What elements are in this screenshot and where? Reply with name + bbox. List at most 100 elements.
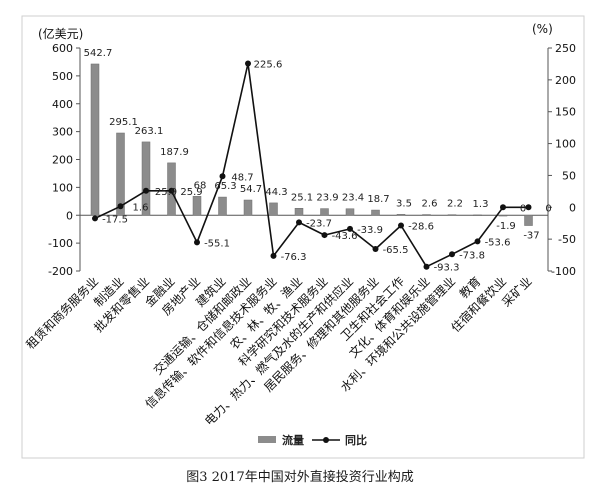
line-value-label: 25.9 — [180, 187, 202, 198]
bar-value-label: 3.5 — [396, 198, 412, 209]
bar — [218, 196, 227, 216]
line-point — [296, 219, 302, 226]
figure-caption: 图3 2017年中国对外直接投资行业构成 — [186, 469, 414, 485]
y-tick-label-left: -200 — [48, 265, 73, 278]
bar — [473, 214, 482, 216]
line-path — [94, 62, 529, 268]
bar — [345, 208, 355, 216]
line-series — [92, 60, 532, 270]
bar-value-label: 68 — [194, 180, 207, 191]
y-tick-label-left: 200 — [52, 154, 73, 167]
chart-frame — [21, 15, 585, 459]
legend-marker — [323, 437, 329, 443]
line-point — [194, 239, 200, 246]
bar-value-label: 542.7 — [84, 48, 113, 59]
line-value-label: 25.9 — [155, 187, 177, 198]
line-value-label: -33.9 — [357, 225, 383, 236]
line-point — [92, 215, 98, 222]
y-tick-label-right: 150 — [555, 106, 576, 119]
bar — [524, 215, 533, 226]
y-tick-label-right: -50 — [558, 233, 576, 246]
line-value-label: 225.6 — [254, 60, 283, 71]
line-value-label: -76.3 — [281, 252, 307, 263]
bar-value-label: 187.9 — [160, 147, 189, 158]
y-tick-label-right: 100 — [555, 138, 576, 151]
line-point — [143, 187, 149, 194]
line-value-label: 48.7 — [231, 172, 253, 183]
bar-value-label: 25.1 — [291, 192, 313, 203]
y-tick-label-left: 0 — [66, 209, 73, 222]
bar-value-label: 18.7 — [367, 194, 389, 205]
axes: 6005004003002001000-100-2002502001501005… — [48, 42, 576, 278]
bar — [192, 196, 202, 216]
bar-value-label: -37 — [523, 231, 539, 242]
y-tick-label-left: 600 — [52, 42, 73, 55]
y-tick-label-right: 50 — [562, 169, 576, 182]
line-value-label: -28.6 — [408, 222, 434, 233]
y-tick-label-left: 500 — [52, 70, 73, 83]
line-point — [474, 238, 481, 245]
line-value-label: -23.7 — [306, 218, 332, 229]
line-point — [398, 222, 404, 229]
y-tick-label-right: 0 — [569, 201, 576, 214]
line-value-label: -65.5 — [383, 245, 409, 256]
y-axis-right-unit: (%) — [532, 22, 553, 36]
y-axis-left-unit: (亿美元) — [38, 26, 83, 41]
bar — [90, 63, 100, 216]
line-value-label: -73.8 — [459, 250, 485, 261]
bar — [269, 202, 278, 216]
y-tick-label-left: -100 — [48, 237, 73, 250]
line-value-label: -93.3 — [434, 263, 460, 274]
bar-value-label: 54.7 — [240, 184, 262, 195]
bar — [371, 209, 380, 216]
legend-label-bar: 流量 — [282, 433, 304, 447]
line-value-label: 1.6 — [133, 202, 149, 213]
line-value-label: -55.1 — [204, 238, 230, 249]
legend-swatch-bar — [258, 436, 276, 443]
legend-label-line: 同比 — [345, 433, 367, 447]
bar-value-label: 23.4 — [342, 193, 364, 204]
line-value-label: -17.5 — [102, 214, 128, 225]
bar-value-label: -1.9 — [496, 221, 516, 232]
bar — [320, 208, 329, 216]
bar — [396, 214, 406, 216]
line-point — [219, 173, 226, 180]
bar — [116, 132, 125, 216]
bar — [447, 214, 457, 216]
line-point — [321, 232, 328, 239]
line-point — [449, 251, 455, 258]
line-point — [245, 60, 251, 67]
line-point — [270, 252, 277, 259]
line-point — [423, 263, 430, 270]
y-tick-label-left: 100 — [52, 181, 73, 194]
line-point — [525, 204, 532, 211]
bar-value-label: 1.3 — [473, 199, 489, 210]
y-tick-label-left: 400 — [52, 98, 73, 111]
legend: 流量 同比 — [258, 433, 367, 447]
bar — [422, 214, 431, 216]
line-point — [168, 187, 175, 194]
line-point — [500, 204, 506, 211]
bar — [243, 199, 253, 216]
y-tick-label-right: 200 — [555, 74, 576, 87]
bar-value-label: 2.6 — [422, 199, 438, 210]
bar-series — [90, 63, 533, 226]
line-point — [117, 203, 124, 210]
line-value-label: -53.6 — [485, 237, 511, 248]
y-tick-label-left: 300 — [52, 126, 73, 139]
bar-value-label: 2.2 — [447, 199, 463, 210]
bar — [294, 208, 304, 216]
bar-value-label: 44.3 — [265, 187, 287, 198]
bar — [498, 215, 508, 217]
bar-value-label: 295.1 — [109, 117, 138, 128]
bar — [141, 141, 151, 216]
y-tick-label-right: -100 — [551, 265, 576, 278]
line-value-label: -43.6 — [332, 231, 358, 242]
line-point — [372, 246, 379, 253]
bar-value-label: 263.1 — [135, 126, 164, 137]
line-value-label: 0 — [545, 203, 551, 214]
bar-value-label: 23.9 — [316, 193, 338, 204]
line-point — [347, 225, 353, 232]
